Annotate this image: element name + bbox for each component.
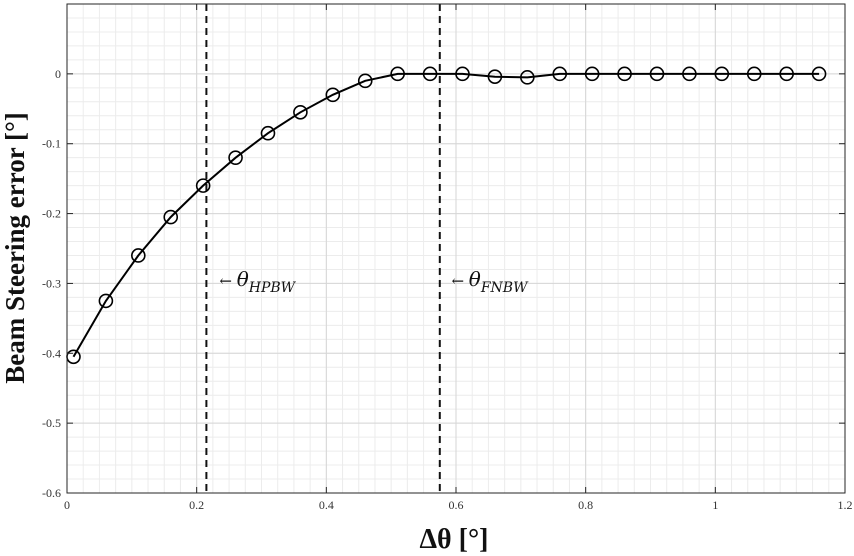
data-point — [390, 66, 405, 82]
data-point — [584, 66, 600, 82]
series-line — [72, 72, 820, 358]
data-point — [195, 178, 211, 193]
x-tick-label: 1.2 — [838, 498, 853, 512]
annotation: ← θHPBW — [219, 267, 296, 296]
data-point — [357, 73, 373, 89]
x-tick-label: 0.6 — [449, 498, 464, 512]
annotation-symbol: θ — [469, 267, 481, 291]
x-tick-label: 0.4 — [319, 498, 334, 512]
data-point — [131, 248, 146, 263]
annotations: ← θHPBW ← θFNBW — [219, 267, 529, 296]
y-tick-label: -0.2 — [42, 207, 61, 221]
y-tick-label: -0.1 — [42, 137, 61, 151]
data-point — [422, 66, 438, 82]
tick-labels: 0 0.2 0.4 0.6 0.8 1 1.2 0 -0.1 -0.2 -0.3 -0.4 -0.5 -0… — [42, 67, 853, 512]
data-point — [811, 66, 827, 82]
x-tick-label: 0 — [64, 498, 70, 512]
y-axis-label: Beam Steering error [°] — [0, 112, 30, 383]
data-point — [649, 66, 665, 82]
grid — [66, 3, 846, 494]
annotation-symbol: θ — [237, 267, 249, 291]
data-point — [617, 66, 632, 82]
y-tick-label: -0.3 — [42, 276, 61, 290]
y-tick-label: -0.4 — [42, 346, 61, 360]
data-point — [163, 209, 179, 225]
data-point — [260, 125, 276, 141]
axes — [66, 3, 846, 494]
annotation-subscript: HPBW — [248, 280, 297, 296]
y-tick-label: -0.6 — [42, 486, 61, 500]
data-point — [682, 66, 697, 82]
data-point — [779, 66, 794, 82]
x-tick-label: 1 — [712, 498, 718, 512]
series — [66, 66, 827, 365]
data-point — [325, 87, 341, 103]
y-tick-label: -0.5 — [42, 416, 61, 430]
arrow-left-icon: ← — [219, 272, 236, 290]
x-tick-label: 0.2 — [189, 498, 204, 512]
data-point — [98, 293, 114, 309]
data-point — [487, 69, 503, 84]
arrow-left-icon: ← — [451, 272, 468, 290]
data-point — [293, 104, 308, 120]
data-point — [714, 66, 730, 82]
data-point — [520, 70, 535, 85]
data-point — [552, 66, 568, 82]
y-tick-label: 0 — [55, 67, 61, 81]
annotation: ← θFNBW — [451, 267, 529, 296]
data-point — [455, 66, 470, 82]
x-tick-label: 0.8 — [578, 498, 593, 512]
data-point — [228, 150, 243, 165]
reference-lines — [205, 4, 441, 493]
data-point — [746, 66, 762, 82]
x-axis-label: Δθ [°] — [419, 524, 488, 555]
annotation-subscript: FNBW — [480, 280, 529, 296]
